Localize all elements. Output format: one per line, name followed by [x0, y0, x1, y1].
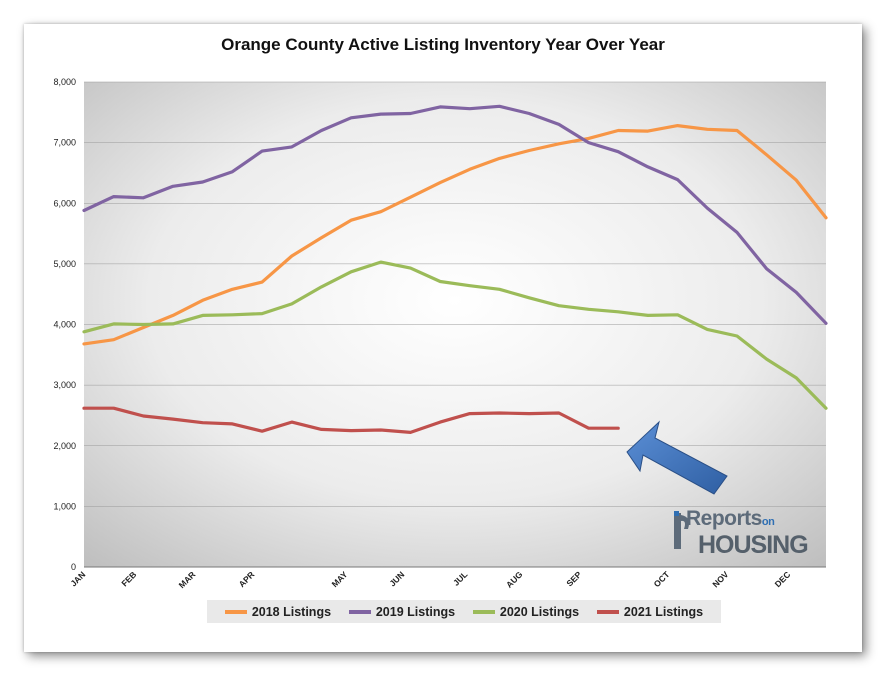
pointer-arrow-icon	[626, 420, 728, 495]
chart-legend: 2018 Listings 2019 Listings 2020 Listing…	[207, 600, 721, 623]
legend-item-2021: 2021 Listings	[596, 604, 704, 619]
chart-title: Orange County Active Listing Inventory Y…	[221, 35, 665, 54]
logo-mark-icon	[674, 511, 690, 549]
logo-housing: HOUSING	[698, 531, 809, 559]
legend-item-2019: 2019 Listings	[348, 604, 456, 619]
y-tick-label: 0	[71, 562, 76, 572]
series-line-2021	[82, 406, 620, 434]
reports-on-housing-logo: Reportson HOUSING	[672, 505, 822, 563]
x-tick-label: APR	[237, 569, 257, 589]
series-line-2019	[82, 104, 828, 325]
legend-label-2020: 2020 Listings	[499, 604, 580, 619]
x-tick-label: SEP	[564, 569, 583, 588]
y-tick-label: 8,000	[53, 77, 76, 87]
x-tick-label: FEB	[119, 569, 138, 588]
y-tick-label: 5,000	[53, 259, 76, 269]
x-tick-label: DEC	[773, 569, 793, 589]
legend-swatch-2018	[224, 609, 247, 614]
x-tick-label: MAR	[177, 569, 198, 590]
legend-swatch-2019	[348, 609, 371, 614]
series-line-2018	[82, 123, 828, 346]
legend-item-2020: 2020 Listings	[472, 604, 580, 619]
x-tick-label: MAY	[330, 569, 350, 589]
y-tick-label: 3,000	[53, 380, 76, 390]
gridlines	[84, 81, 826, 568]
x-axis: JAN FEB MAR APR MAY JUN JUL AUG SEP OCT NOV DEC	[68, 569, 792, 590]
y-tick-label: 6,000	[53, 198, 76, 208]
x-tick-label: JAN	[68, 569, 87, 588]
legend-label-2021: 2021 Listings	[623, 604, 704, 619]
legend-item-2018: 2018 Listings	[224, 604, 332, 619]
legend-label-2019: 2019 Listings	[375, 604, 456, 619]
y-tick-label: 1,000	[53, 501, 76, 511]
y-tick-label: 4,000	[53, 320, 76, 330]
series-line-2020	[82, 260, 828, 410]
x-tick-label: JUL	[451, 569, 469, 587]
legend-swatch-2021	[596, 609, 619, 614]
x-tick-label: OCT	[652, 569, 672, 589]
y-tick-label: 2,000	[53, 441, 76, 451]
x-tick-label: NOV	[710, 569, 730, 589]
legend-label-2018: 2018 Listings	[251, 604, 332, 619]
legend-swatch-2020	[472, 609, 495, 614]
y-axis: 0 1,000 2,000 3,000 4,000 5,000 6,000 7,000 8,00…	[53, 77, 76, 572]
x-tick-label: AUG	[504, 569, 525, 590]
logo-reports: Reportson	[686, 507, 775, 530]
y-tick-label: 7,000	[53, 138, 76, 148]
series-lines	[82, 104, 828, 434]
x-tick-label: JUN	[387, 569, 406, 588]
